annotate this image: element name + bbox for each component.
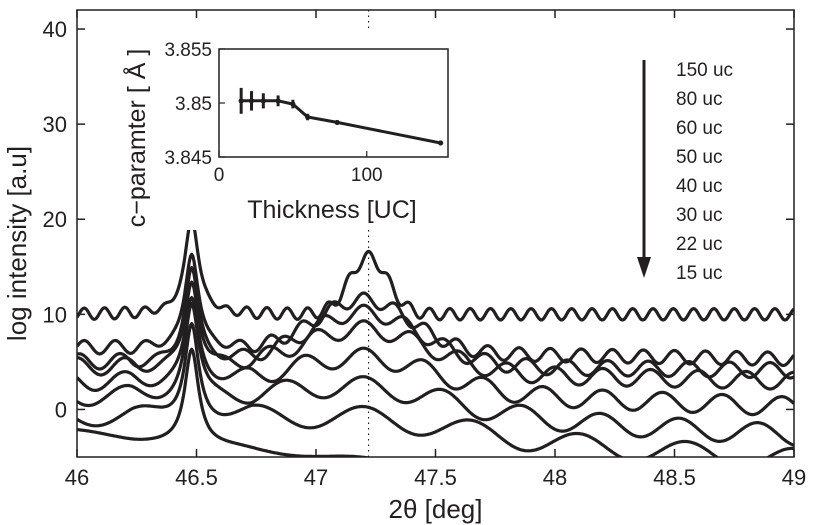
inset-data-point bbox=[275, 98, 281, 104]
inset-x-tick-label: 0 bbox=[214, 165, 225, 186]
x-tick-label: 46 bbox=[65, 465, 89, 490]
series-line-30uc bbox=[77, 302, 794, 447]
legend-entry: 15 uc bbox=[676, 263, 722, 284]
inset-data-point bbox=[438, 140, 444, 146]
inset-y-tick-label: 3.855 bbox=[164, 40, 212, 61]
inset-data-point bbox=[238, 98, 244, 104]
legend-entry: 80 uc bbox=[676, 89, 722, 110]
inset-data-point bbox=[248, 98, 255, 104]
y-tick-label: 0 bbox=[55, 397, 67, 422]
inset-y-axis-label: c−paramter [ Å ] bbox=[121, 49, 151, 228]
legend-entry: 60 uc bbox=[676, 118, 722, 139]
x-tick-label: 49 bbox=[782, 465, 806, 490]
x-tick-label: 47 bbox=[304, 465, 328, 490]
series-line-15uc bbox=[77, 347, 373, 457]
x-tick-label: 48.5 bbox=[653, 465, 696, 490]
y-tick-label: 20 bbox=[43, 207, 67, 232]
inset-x-tick-label: 100 bbox=[351, 165, 383, 186]
inset-data-point bbox=[334, 119, 340, 126]
x-axis-label: 2θ [deg] bbox=[389, 494, 483, 524]
inset-y-tick-label: 3.85 bbox=[175, 94, 212, 115]
inset-data-point bbox=[305, 114, 311, 120]
legend-arrow-head bbox=[637, 257, 651, 278]
series-line-80uc bbox=[77, 252, 794, 368]
main-y-ticks: 0 10 20 30 40 bbox=[43, 17, 794, 422]
legend-entry: 30 uc bbox=[676, 205, 722, 226]
x-tick-label: 48 bbox=[543, 465, 567, 490]
inset-x-axis-label: Thickness [UC] bbox=[247, 196, 416, 224]
x-tick-label: 46.5 bbox=[175, 465, 218, 490]
inset-plot: 0 100 3.845 3.85 3.855 Thickness [UC] c−par… bbox=[110, 30, 455, 230]
inset-y-ticks: 3.845 3.85 3.855 bbox=[164, 40, 225, 169]
y-tick-label: 30 bbox=[43, 112, 67, 137]
series-line-60uc bbox=[77, 266, 794, 380]
y-axis-label: log intensity [a.u] bbox=[2, 146, 32, 341]
x-tick-label: 47.5 bbox=[414, 465, 457, 490]
series-line-50uc bbox=[77, 280, 794, 391]
legend-entry: 50 uc bbox=[676, 147, 722, 168]
legend-entry: 40 uc bbox=[676, 176, 722, 197]
main-curves bbox=[77, 217, 794, 457]
inset-marks bbox=[238, 87, 444, 146]
inset-background bbox=[110, 30, 455, 230]
inset-data-point bbox=[290, 101, 296, 107]
legend-items: 150 uc 80 uc 60 uc 50 uc 40 uc 30 uc 22 uc 15 u… bbox=[676, 60, 733, 284]
legend-entry: 22 uc bbox=[676, 234, 722, 255]
inset-y-tick-label: 3.845 bbox=[164, 148, 212, 169]
legend: 150 uc 80 uc 60 uc 50 uc 40 uc 30 uc 22 uc 15 u… bbox=[637, 60, 733, 284]
y-tick-label: 10 bbox=[43, 302, 67, 327]
legend-entry: 150 uc bbox=[676, 60, 733, 81]
series-line-150uc bbox=[77, 217, 794, 322]
main-x-ticks: 46 46.5 47 47.5 48 48.5 49 bbox=[65, 10, 806, 490]
y-tick-label: 40 bbox=[43, 17, 67, 42]
inset-data-point bbox=[260, 98, 266, 104]
inset-x-ticks: 0 100 bbox=[214, 151, 383, 186]
series-line-22uc bbox=[77, 322, 794, 457]
